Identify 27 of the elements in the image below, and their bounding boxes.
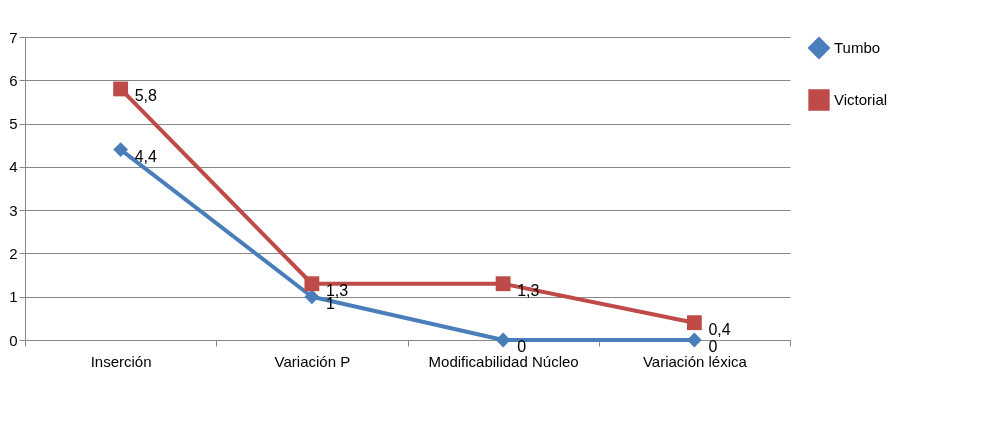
y-tick-label: 7 (9, 28, 18, 46)
data-label: 5,8 (134, 86, 157, 104)
data-label: 4,4 (134, 147, 157, 165)
point (304, 289, 320, 305)
point (113, 142, 129, 157)
y-tick-label: 6 (9, 71, 18, 89)
point (686, 315, 702, 331)
y-tick-label: 2 (9, 244, 18, 262)
x-tick-label: Modificabilidad Núcleo (428, 352, 579, 370)
data-label: 0 (708, 338, 718, 355)
point (304, 276, 320, 292)
point (113, 81, 129, 97)
y-tick-label: 0 (9, 331, 18, 349)
x-tick-label: Variación léxica (642, 352, 748, 370)
x-tick-label: Inserción (90, 352, 152, 370)
data-label: 0,4 (708, 320, 731, 338)
data-label: 1,3 (325, 281, 349, 299)
legend-label: Victorial (834, 91, 888, 108)
data-label: 0 (517, 338, 527, 355)
point (495, 276, 511, 292)
y-tick-label: 5 (9, 115, 18, 133)
point (495, 332, 511, 348)
y-tick-label: 1 (9, 288, 18, 306)
y-tick-label: 4 (9, 158, 18, 176)
x-tick-label: Variación P (274, 352, 351, 370)
legend-label: Tumbo (834, 39, 881, 56)
y-tick-label: 3 (9, 201, 18, 219)
